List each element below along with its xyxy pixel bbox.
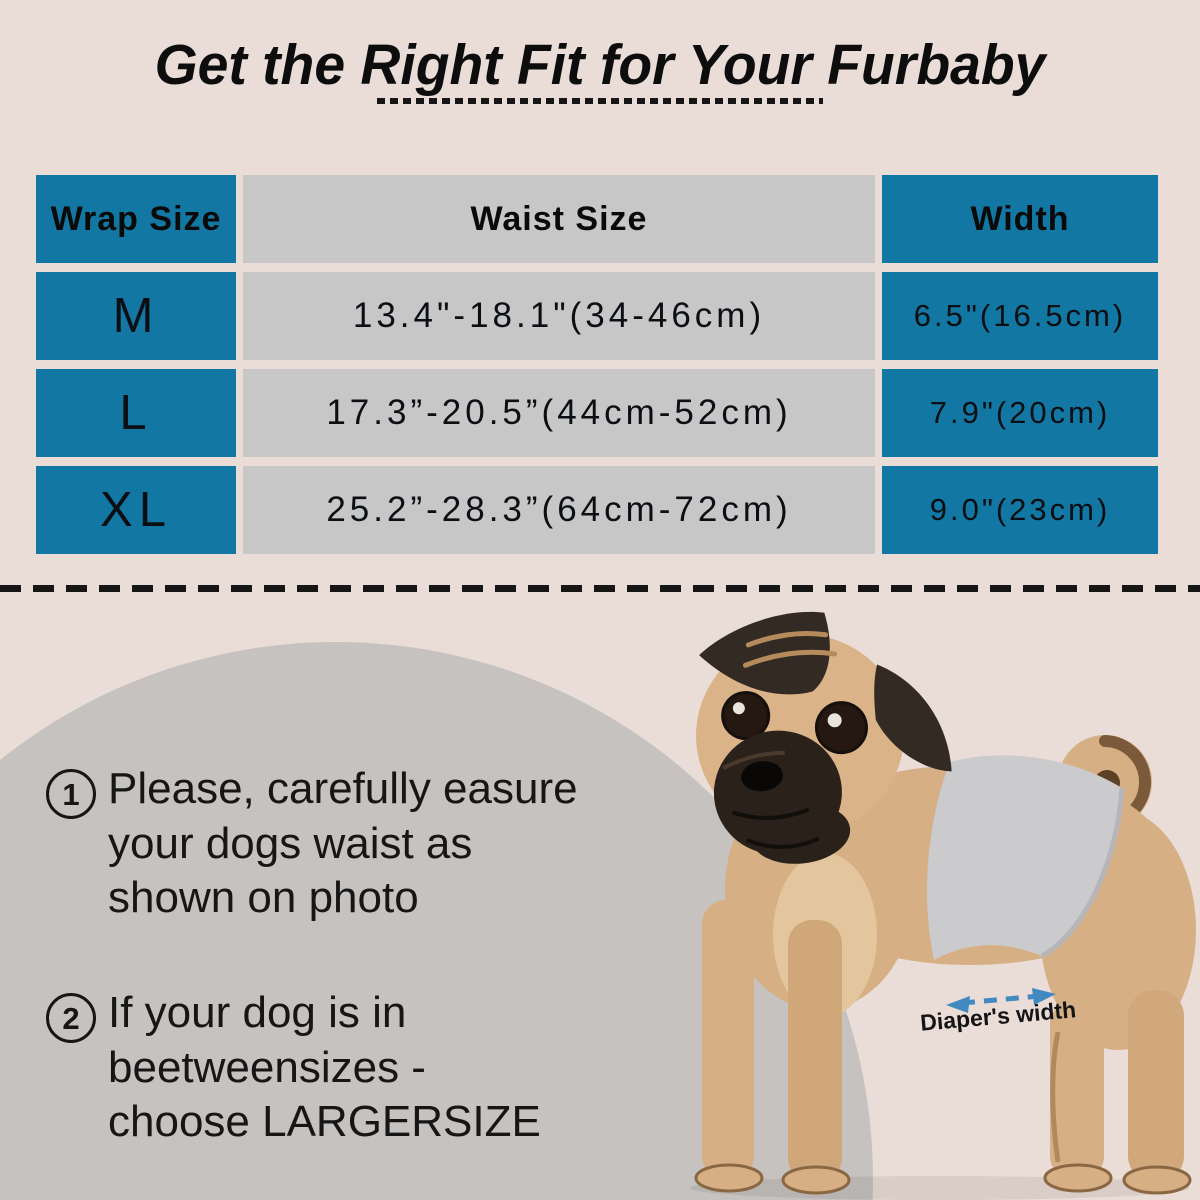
leg-contour <box>1050 1031 1061 1163</box>
pug-front-leg <box>788 920 842 1182</box>
circled-number-1-icon: 1 <box>46 769 96 819</box>
table-cell-size-l: L <box>36 369 236 457</box>
pug-paws <box>694 1163 1192 1195</box>
diaper-band <box>927 755 1122 960</box>
diaper-edge <box>1040 787 1125 959</box>
table-cell-waist-xl: 25.2”-28.3”(64cm-72cm) <box>243 466 875 554</box>
page-title: Get the Right Fit for Your Furbaby <box>154 33 1046 97</box>
pug-rear-leg <box>1128 990 1184 1182</box>
note-text: Please, carefully easure your dogs waist… <box>108 764 578 923</box>
pug-rear-leg <box>1050 1000 1104 1180</box>
pug-head <box>696 611 952 864</box>
double-arrow-icon <box>946 988 1056 1013</box>
dashed-divider <box>0 585 1200 592</box>
dog-shadow <box>690 1176 1190 1200</box>
pug-eyes <box>721 691 868 755</box>
table-header-width: Width <box>882 175 1158 263</box>
table-header-wrap-size: Wrap Size <box>36 175 236 263</box>
table-cell-width-l: 7.9"(20cm) <box>882 369 1158 457</box>
table-cell-waist-m: 13.4"-18.1"(34-46cm) <box>243 272 875 360</box>
pug-muzzle <box>713 730 851 864</box>
note-between-sizes: 2 If your dog is in beetweensizes - choo… <box>46 986 606 1150</box>
pug-front-leg <box>702 900 754 1180</box>
table-cell-width-xl: 9.0"(23cm) <box>882 466 1158 554</box>
table-cell-width-m: 6.5"(16.5cm) <box>882 272 1158 360</box>
note-text: If your dog is in beetweensizes - choose… <box>108 988 541 1147</box>
table-header-waist-size: Waist Size <box>243 175 875 263</box>
table-cell-waist-l: 17.3”-20.5”(44cm-52cm) <box>243 369 875 457</box>
title-underline-dashes <box>377 98 823 104</box>
note-measure-waist: 1 Please, carefully easure your dogs wai… <box>46 762 606 926</box>
pug-dog-illustration <box>690 611 1196 1200</box>
circled-number-2-icon: 2 <box>46 993 96 1043</box>
pug-ear <box>874 664 952 772</box>
table-cell-size-m: M <box>36 272 236 360</box>
table-cell-size-xl: XL <box>36 466 236 554</box>
size-chart-table: Wrap Size Waist Size Width M 13.4"-18.1"… <box>36 175 1158 554</box>
